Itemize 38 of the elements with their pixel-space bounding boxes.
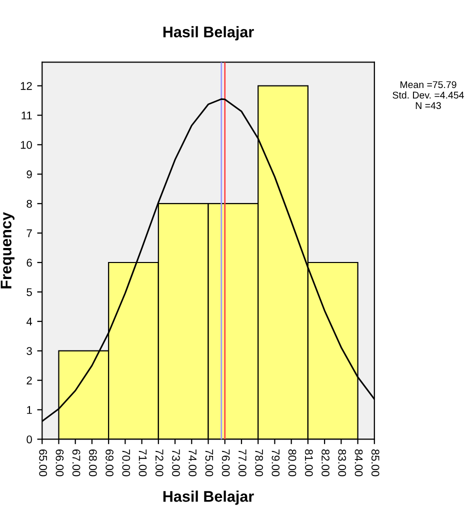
x-tick-label: 78.00 (255, 450, 263, 476)
y-tick-label: 8 (26, 200, 32, 208)
y-tick-label: 0 (26, 435, 32, 444)
y-tick-label: 3 (26, 347, 32, 355)
y-tick-label: 4 (26, 318, 32, 326)
chart-title: Hasil Belajar (163, 26, 254, 40)
y-tick-label: 7 (26, 229, 32, 238)
x-tick-label: 79.00 (272, 450, 280, 476)
x-tick-label: 84.00 (354, 449, 363, 476)
x-tick-label: 82.00 (322, 449, 330, 476)
x-tick-label: 68.00 (88, 449, 97, 476)
x-tick-label: 80.00 (288, 449, 296, 476)
x-tick-label: 72.00 (155, 450, 164, 476)
x-tick-label: 74.00 (188, 450, 197, 476)
x-tick-label: 71.00 (138, 450, 147, 476)
x-tick-label: 75.00 (205, 450, 214, 476)
x-tick-label: 69.00 (106, 449, 114, 476)
y-tick-label: 11 (22, 112, 32, 120)
x-tick-label: 70.00 (122, 450, 130, 476)
y-tick-label: 12 (20, 82, 32, 90)
y-tick-label: 10 (20, 140, 32, 149)
x-tick-label: 73.00 (172, 450, 180, 476)
x-axis-title: Hasil Belajar (163, 490, 254, 505)
x-tick-label: 67.00 (72, 449, 80, 476)
text: Mean =75.79 Std. Dev. =4.454 N =43 (392, 81, 464, 110)
x-tick-label: 81.00 (304, 449, 313, 476)
x-tick-label: 77.00 (238, 450, 246, 476)
y-tick-label: 6 (26, 258, 32, 267)
x-tick-label: 66.00 (56, 449, 64, 476)
y-tick-label: 2 (26, 376, 32, 384)
x-tick-label: 65.00 (39, 449, 48, 476)
x-tick-label: 83.00 (338, 449, 346, 476)
y-tick-label: 9 (26, 170, 32, 178)
y-axis-title: Frequency (0, 212, 14, 288)
x-tick-label: 85.00 (371, 449, 380, 476)
y-tick-label: 5 (26, 288, 32, 296)
x-tick-label: 76.00 (222, 450, 230, 476)
y-tick-label: 1 (27, 406, 32, 414)
